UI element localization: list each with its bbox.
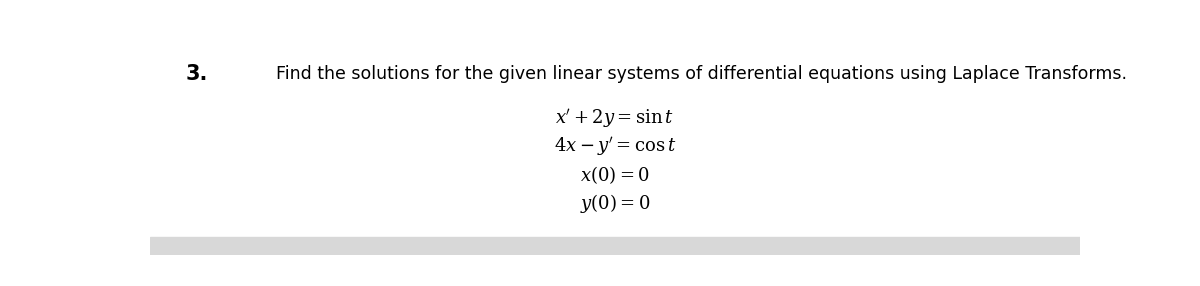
Text: 3.: 3.: [185, 64, 208, 84]
Text: $x' + 2y = \sin t$: $x' + 2y = \sin t$: [556, 106, 674, 130]
FancyBboxPatch shape: [150, 237, 1080, 255]
Text: $x(0) = 0$: $x(0) = 0$: [580, 164, 650, 186]
Text: Find the solutions for the given linear systems of differential equations using : Find the solutions for the given linear …: [276, 65, 1127, 83]
Text: $4x - y' = \cos t$: $4x - y' = \cos t$: [553, 135, 677, 158]
Text: $y(0) = 0$: $y(0) = 0$: [580, 192, 650, 215]
